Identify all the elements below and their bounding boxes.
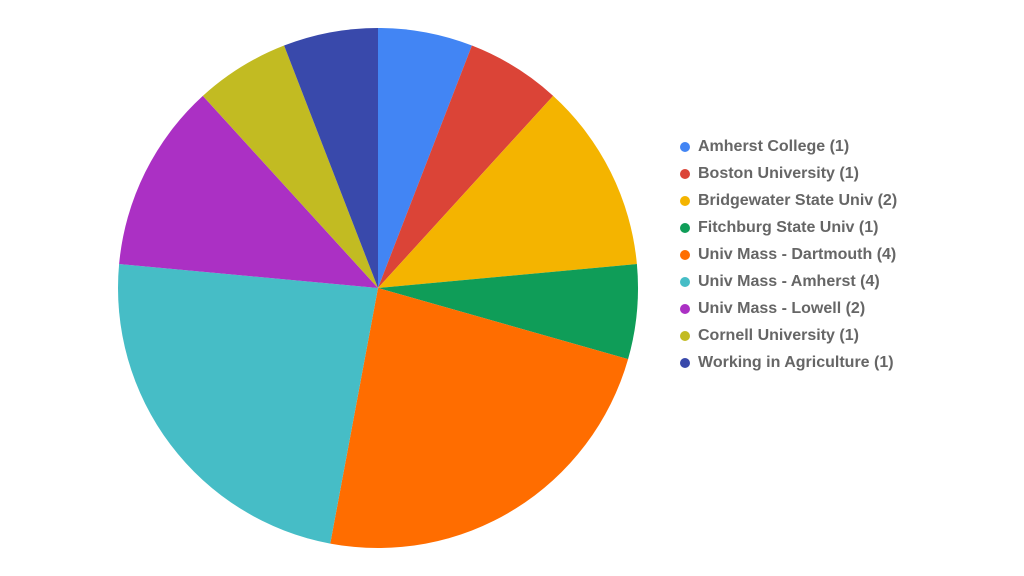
legend-marker xyxy=(680,142,690,152)
legend-label: Univ Mass - Dartmouth (4) xyxy=(698,246,896,263)
pie-slice xyxy=(378,264,638,360)
legend-marker xyxy=(680,277,690,287)
legend-label: Cornell University (1) xyxy=(698,327,859,344)
pie-slice xyxy=(378,95,637,288)
legend-marker xyxy=(680,331,690,341)
legend-marker xyxy=(680,169,690,179)
legend-marker xyxy=(680,196,690,206)
legend-marker xyxy=(680,304,690,314)
pie-slice xyxy=(330,288,629,548)
legend-label: Boston University (1) xyxy=(698,165,859,182)
legend-label: Univ Mass - Amherst (4) xyxy=(698,273,880,290)
pie-slice xyxy=(119,95,378,288)
pie-slice xyxy=(378,45,554,288)
legend-label: Bridgewater State Univ (2) xyxy=(698,192,897,209)
legend-marker xyxy=(680,358,690,368)
legend-label: Working in Agriculture (1) xyxy=(698,354,894,371)
pie-slice xyxy=(284,28,378,288)
legend-label: Univ Mass - Lowell (2) xyxy=(698,300,865,317)
legend-marker xyxy=(680,250,690,260)
pie-slice xyxy=(202,45,378,288)
legend-label: Fitchburg State Univ (1) xyxy=(698,219,878,236)
pie-slice xyxy=(117,264,378,544)
legend-label: Amherst College (1) xyxy=(698,138,849,155)
legend-marker xyxy=(680,223,690,233)
pie-slice xyxy=(378,28,472,288)
